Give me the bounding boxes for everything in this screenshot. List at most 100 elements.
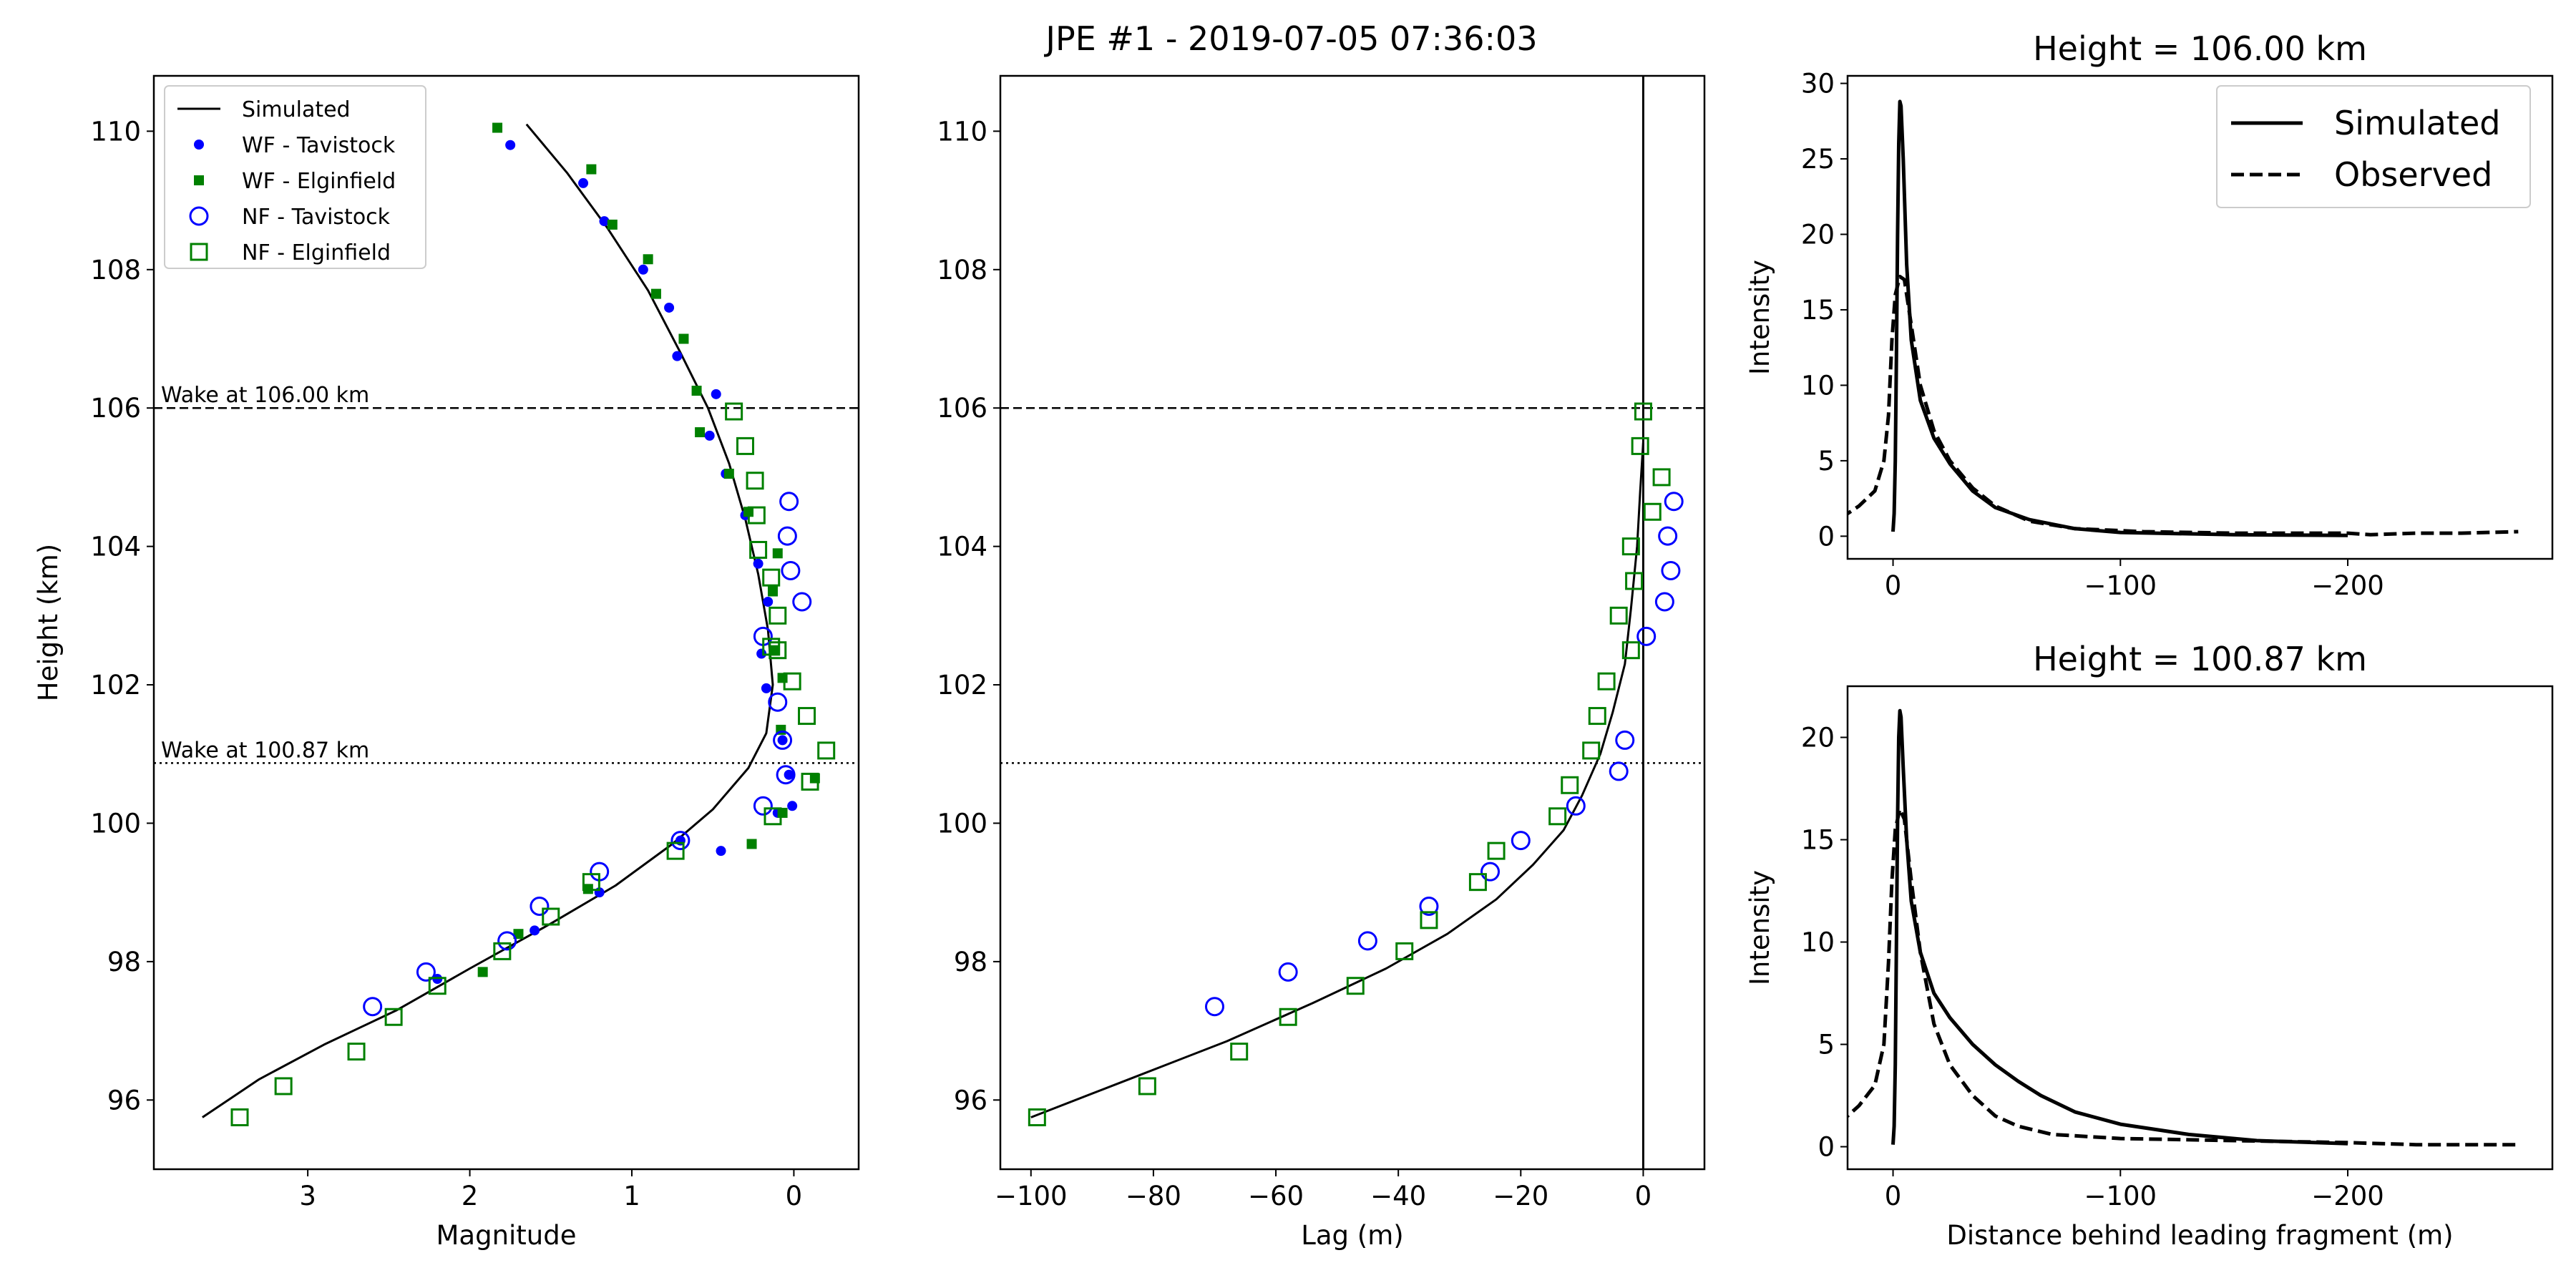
- marker-nf-tavistock: [779, 492, 799, 512]
- marker-wf-elginfield: [695, 427, 706, 438]
- marker-wf-elginfield: [767, 586, 778, 597]
- marker-wf-tavistock: [578, 177, 589, 188]
- marker-nf-elginfield: [347, 1043, 366, 1061]
- plots-layer: 3 2 1 09698100102104106108110MagnitudeHeigh…: [33, 29, 2554, 1251]
- marker-nf-elginfield: [747, 506, 766, 525]
- chart-panel-top-right: 0 −100 −200 0 5 10 15 20 25 30 Intensity Height = 1…: [1745, 29, 2554, 601]
- marker-wf-elginfield: [678, 333, 689, 344]
- legend-label: Simulated: [242, 97, 351, 122]
- x-axis-label: Magnitude: [436, 1220, 576, 1251]
- marker-nf-elginfield: [1395, 942, 1414, 960]
- y-tick-label: 15: [1801, 825, 1835, 856]
- marker-nf-tavistock: [781, 560, 801, 580]
- marker-wf-elginfield: [513, 929, 524, 940]
- y-tick-label: 5: [1818, 1030, 1835, 1060]
- marker-wf-tavistock: [761, 683, 771, 693]
- legend-left: Simulated WF - Tavistock WF - Elginfield NF…: [164, 85, 426, 269]
- marker-wf-elginfield: [769, 645, 780, 655]
- marker-wf-elginfield: [643, 254, 653, 265]
- y-tick-label: 102: [90, 670, 141, 701]
- y-tick-label: 5: [1818, 446, 1835, 477]
- legend-square-swatch: [194, 175, 204, 185]
- x-tick-label: 0: [1635, 1181, 1652, 1211]
- chart-title: Height = 106.00 km: [2033, 29, 2367, 68]
- y-tick-label: 100: [90, 808, 141, 839]
- marker-nf-elginfield: [1582, 741, 1601, 760]
- marker-nf-tavistock: [416, 962, 436, 982]
- marker-wf-elginfield: [650, 288, 661, 299]
- marker-nf-elginfield: [798, 707, 816, 726]
- marker-nf-elginfield: [817, 741, 836, 760]
- marker-nf-elginfield: [1230, 1043, 1249, 1061]
- legend-open-circle-swatch: [189, 206, 209, 226]
- y-tick-label: 20: [1801, 219, 1835, 250]
- marker-nf-elginfield: [493, 942, 512, 960]
- marker-nf-elginfield: [749, 540, 768, 559]
- x-tick-label: −200: [2311, 570, 2384, 601]
- marker-nf-elginfield: [582, 873, 600, 892]
- series-line-simulated: [1030, 442, 1644, 1118]
- marker-nf-elginfield: [769, 606, 787, 625]
- y-axis-label: Intensity: [1745, 870, 1775, 985]
- x-tick-label: −60: [1248, 1181, 1304, 1211]
- y-tick-label: 96: [107, 1085, 141, 1116]
- marker-nf-tavistock: [1664, 492, 1684, 512]
- marker-nf-elginfield: [1346, 977, 1365, 995]
- marker-nf-elginfield: [666, 841, 685, 860]
- marker-wf-tavistock: [753, 558, 763, 569]
- marker-nf-elginfield: [1621, 537, 1640, 556]
- legend-box: [2216, 85, 2531, 208]
- legend-label: Observed: [2334, 155, 2492, 194]
- legend-label: NF - Elginfield: [242, 240, 391, 265]
- marker-nf-tavistock: [670, 831, 691, 851]
- marker-nf-tavistock: [753, 796, 773, 816]
- plot-frame: [152, 74, 860, 1171]
- figure-title: JPE #1 - 2019-07-05 07:36:03: [1043, 19, 1537, 58]
- x-tick-label: −200: [2311, 1181, 2384, 1211]
- marker-wf-tavistock: [505, 140, 516, 150]
- marker-nf-elginfield: [801, 772, 819, 791]
- marker-wf-elginfield: [607, 219, 618, 230]
- marker-nf-tavistock: [1661, 560, 1681, 580]
- x-axis-label: Lag (m): [1301, 1220, 1403, 1251]
- marker-nf-elginfield: [783, 672, 801, 691]
- marker-wf-elginfield: [586, 164, 597, 175]
- marker-nf-tavistock: [1609, 761, 1629, 781]
- y-tick-label: 110: [90, 116, 141, 147]
- marker-nf-tavistock: [1636, 626, 1657, 646]
- plot-frame: [1846, 685, 2554, 1171]
- x-tick-label: 0: [786, 1181, 803, 1211]
- x-tick-label: 2: [462, 1181, 479, 1211]
- marker-nf-tavistock: [768, 692, 788, 712]
- marker-nf-tavistock: [1278, 962, 1298, 982]
- y-tick-label: 108: [90, 255, 141, 286]
- marker-wf-tavistock: [716, 846, 726, 857]
- y-axis-label: Height (km): [33, 544, 64, 701]
- marker-nf-elginfield: [428, 977, 447, 995]
- marker-nf-tavistock: [776, 765, 796, 785]
- marker-nf-elginfield: [1420, 911, 1438, 930]
- marker-nf-elginfield: [1561, 776, 1579, 794]
- x-tick-label: −100: [2084, 1181, 2157, 1211]
- marker-nf-elginfield: [1548, 807, 1567, 826]
- chart-panel-middle: −100 −80 −60 −40 −20 0 96 98 100 102 104 106 108 110 L…: [937, 74, 1706, 1251]
- marker-nf-elginfield: [384, 1008, 403, 1026]
- marker-nf-elginfield: [762, 638, 781, 656]
- marker-nf-elginfield: [1279, 1008, 1297, 1026]
- marker-wf-elginfield: [746, 839, 757, 849]
- y-tick-label: 10: [1801, 370, 1835, 401]
- y-tick-label: 100: [937, 808, 987, 839]
- series-line-simulated: [1891, 708, 2348, 1146]
- marker-nf-elginfield: [746, 472, 764, 490]
- marker-wf-elginfield: [772, 548, 783, 559]
- marker-nf-tavistock: [1204, 997, 1224, 1017]
- legend-label: Simulated: [2334, 104, 2500, 142]
- y-tick-label: 106: [90, 393, 141, 424]
- marker-nf-elginfield: [230, 1108, 249, 1126]
- marker-nf-elginfield: [274, 1077, 293, 1096]
- marker-nf-tavistock: [773, 730, 793, 750]
- marker-nf-elginfield: [1138, 1077, 1156, 1096]
- marker-nf-tavistock: [792, 592, 812, 612]
- marker-wf-tavistock: [530, 925, 540, 936]
- marker-nf-tavistock: [497, 931, 517, 951]
